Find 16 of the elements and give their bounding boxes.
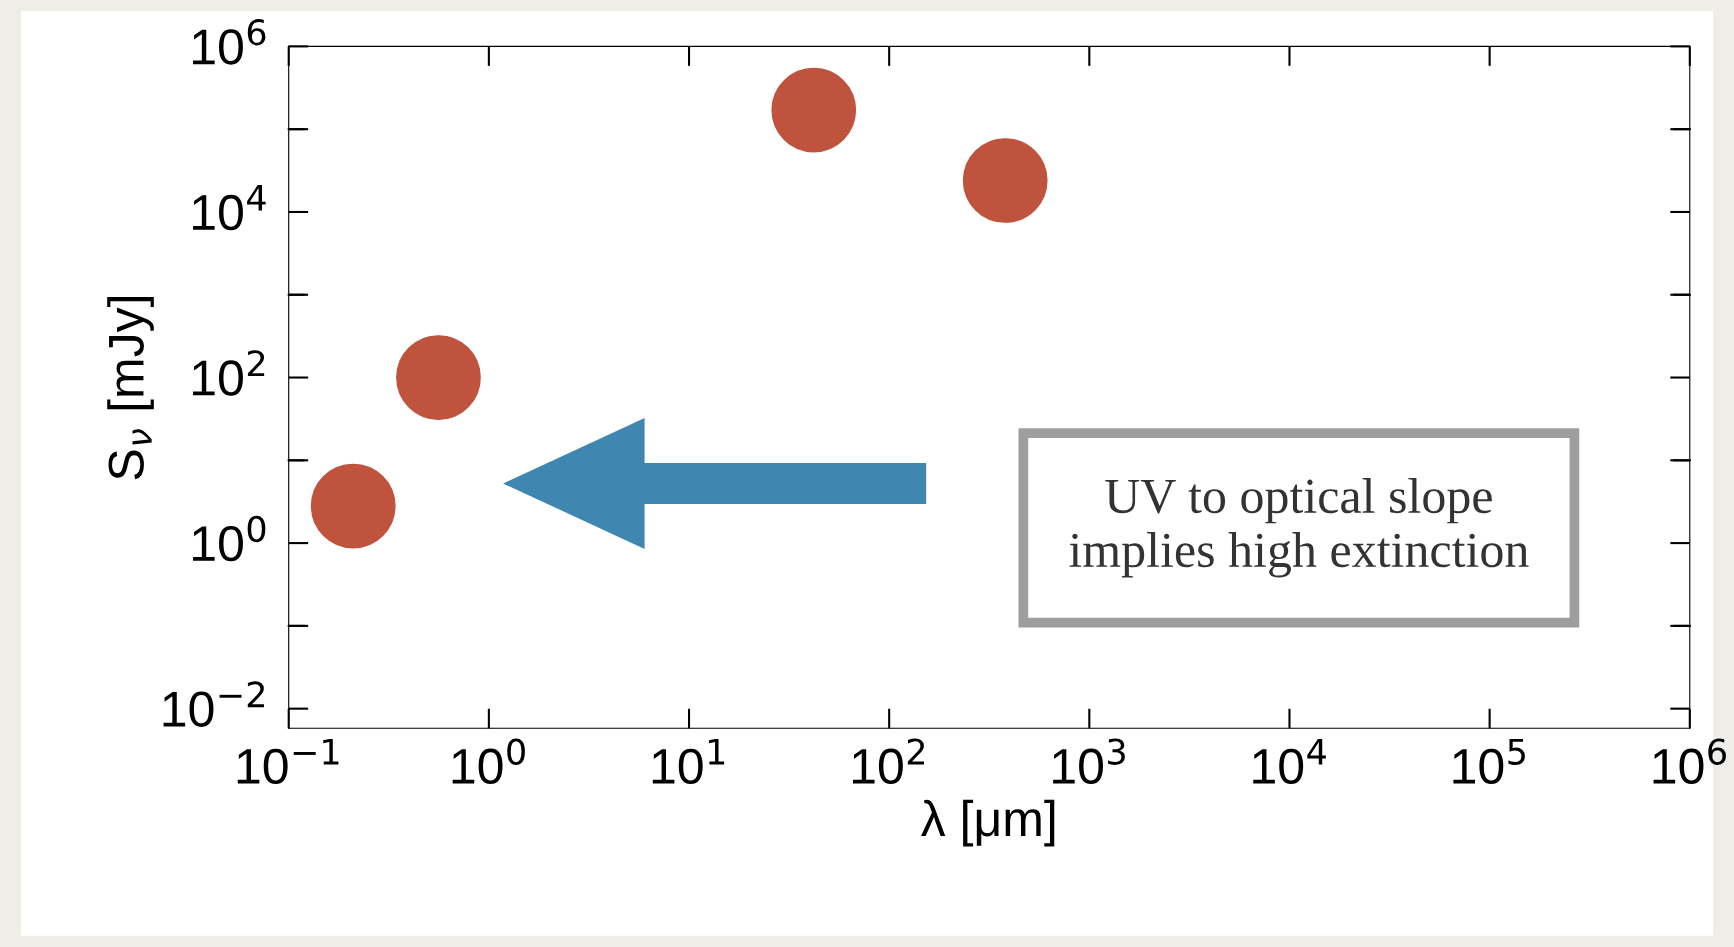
y-axis-title: S$_{ν}$ [mJy] [107,297,154,480]
y-tick-label: 10$^{2}$ [193,350,265,396]
x-tick-label: 10$^{2}$ [852,738,925,785]
y-tick-label: 10$^{6}$ [193,19,266,65]
x-tick-label: 10$^{0}$ [452,738,525,785]
x-axis-title: λ [μm] [921,799,1055,847]
x-tick-label: 10$^{6}$ [1653,738,1726,785]
x-tick-label: 10$^{4}$ [1253,738,1326,785]
annotation: UV to optical slope implies high extinction [1069,478,1529,578]
y-tick-label: 10$^{0}$ [193,515,266,562]
x-tick-label: 10$^{1}$ [652,738,725,785]
x-tick-label: 10$^{−1}$ [237,738,339,785]
y-tick-label: 10$^{4}$ [193,185,266,231]
x-tick-label: 10$^{3}$ [1053,738,1125,785]
x-tick-label: 10$^{5}$ [1453,738,1525,785]
y-tick-label: 10$^{−2}$ [163,681,264,727]
